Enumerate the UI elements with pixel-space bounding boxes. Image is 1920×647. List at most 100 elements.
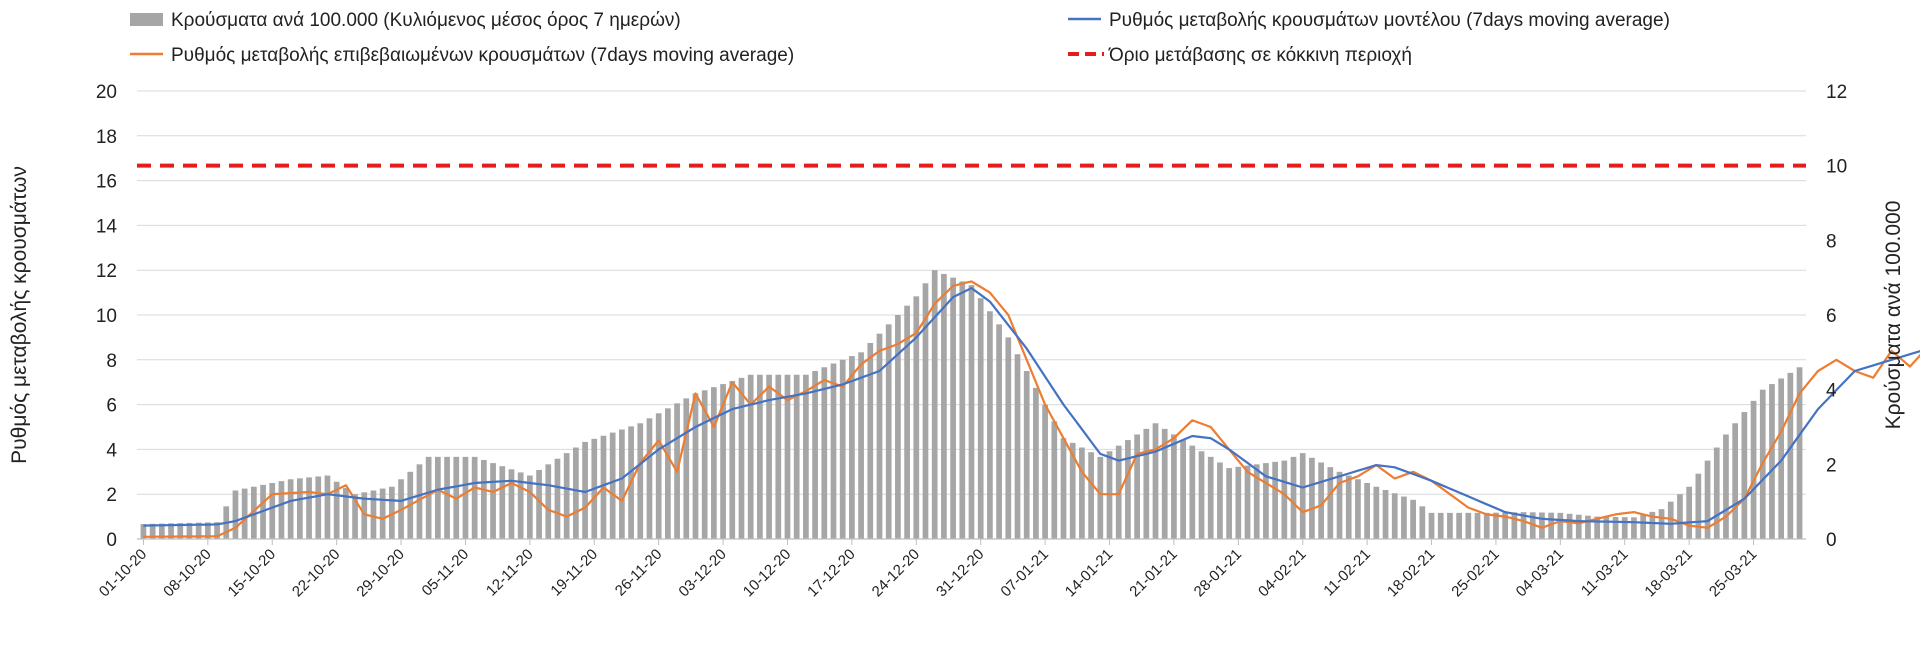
bar [1023, 371, 1030, 539]
bar [481, 459, 487, 539]
bar [1686, 486, 1693, 539]
bar [370, 490, 377, 539]
bar [1079, 447, 1085, 539]
bar [729, 380, 736, 539]
x-tick-label: 11-03-21 [1578, 546, 1632, 600]
bar [757, 374, 763, 539]
bar [269, 483, 276, 539]
bar [1005, 337, 1012, 539]
x-tick-label: 11-02-21 [1320, 546, 1374, 600]
bar [1612, 516, 1619, 539]
bar [1401, 496, 1407, 539]
bar [1769, 384, 1775, 539]
bar [435, 456, 441, 539]
bar [1272, 461, 1278, 539]
y-left-tick-label: 10 [96, 306, 117, 327]
x-tick-label: 17-12-20 [804, 546, 858, 600]
bar [1677, 494, 1683, 539]
bar [1750, 400, 1757, 539]
bar [1667, 501, 1674, 539]
x-tick-label: 07-01-21 [997, 546, 1051, 600]
bar [1796, 367, 1803, 539]
bar [637, 423, 644, 539]
bar [508, 469, 515, 539]
bar [867, 343, 874, 539]
x-tick-label: 01-10-20 [96, 546, 150, 600]
bar [665, 408, 671, 539]
bar [1290, 456, 1297, 539]
bar [1631, 517, 1637, 539]
bar [1299, 453, 1306, 539]
bar [241, 488, 248, 539]
bar [987, 311, 993, 539]
bar [333, 481, 340, 539]
bar [1318, 462, 1324, 539]
bar [462, 456, 469, 539]
y-right-tick-label: 10 [1826, 157, 1847, 178]
bar [931, 270, 938, 539]
x-tick-label: 19-11-20 [547, 546, 601, 600]
bar [1428, 512, 1435, 539]
bar [830, 363, 837, 539]
bar [1621, 517, 1628, 539]
bar [1281, 460, 1288, 539]
bar [168, 523, 174, 539]
bar [1336, 471, 1343, 539]
bar [315, 476, 322, 539]
y-left-tick-label: 20 [96, 82, 117, 103]
bar [1051, 421, 1058, 539]
bar [1557, 512, 1564, 539]
bar [1364, 483, 1370, 539]
bar [959, 281, 966, 539]
bar [1539, 512, 1545, 539]
bar [527, 475, 533, 539]
y-left-tick-label: 6 [106, 396, 117, 417]
bar [1778, 378, 1785, 539]
y-left-axis-title: Ρυθμός μεταβολής κρουσμάτων [8, 166, 31, 464]
bar [158, 523, 165, 539]
bar [1649, 511, 1656, 539]
bar [692, 393, 699, 539]
legend-swatch-bar [130, 13, 163, 26]
bar [1235, 466, 1242, 539]
bar [563, 453, 570, 539]
bar [232, 490, 239, 539]
bar [922, 283, 929, 539]
bar [278, 481, 285, 539]
bar [1548, 512, 1554, 539]
bar [306, 477, 312, 539]
x-tick-label: 03-12-20 [675, 546, 729, 600]
line-series-layer [137, 163, 1920, 538]
bar [1391, 493, 1398, 539]
bar [1345, 475, 1352, 539]
bar [1217, 462, 1223, 539]
bar [812, 371, 818, 539]
x-tick-label: 22-10-20 [289, 546, 343, 600]
legend-label: Ρυθμός μεταβολής κρουσμάτων μοντέλου (7d… [1109, 10, 1670, 31]
bar [343, 487, 349, 539]
y-right-tick-label: 0 [1826, 530, 1837, 551]
bar [1493, 512, 1499, 539]
x-tick-label: 28-01-21 [1191, 546, 1245, 600]
bar [655, 413, 662, 539]
x-tick-label: 25-03-21 [1706, 546, 1760, 600]
bar [747, 374, 754, 539]
bar [214, 522, 220, 539]
bar [683, 398, 690, 539]
bar [904, 305, 910, 539]
x-tick-label: 24-12-20 [869, 546, 923, 600]
bar [1309, 457, 1315, 539]
x-tick-label: 25-02-21 [1448, 546, 1502, 600]
x-tick-label: 12-11-20 [483, 546, 537, 600]
bar [1520, 512, 1527, 539]
x-tick-label: 26-11-20 [612, 546, 666, 600]
x-tick-label: 18-03-21 [1641, 546, 1695, 600]
bar [1161, 428, 1168, 539]
bar [1244, 465, 1251, 539]
bar [1787, 372, 1794, 539]
x-tick-label: 04-02-21 [1255, 546, 1309, 600]
bar [876, 333, 883, 539]
bar [1171, 434, 1177, 539]
bar [1594, 516, 1600, 539]
